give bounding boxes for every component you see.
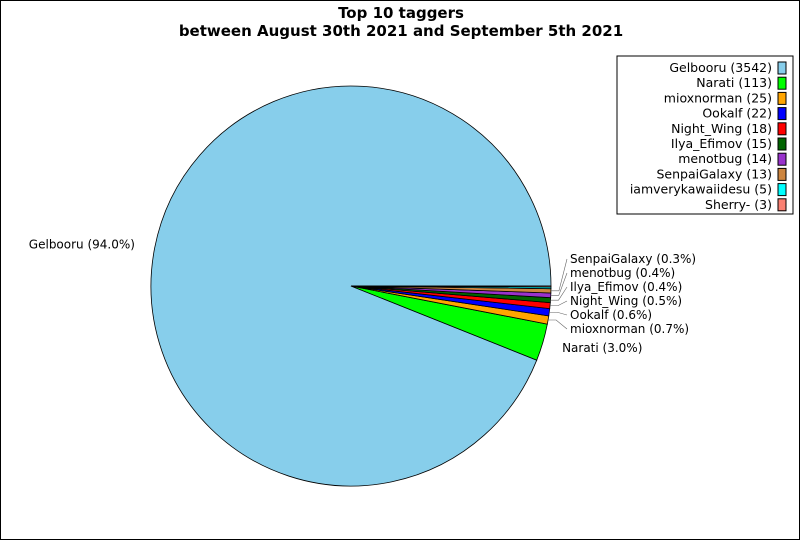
label-leader-line — [549, 311, 568, 316]
slice-label: Narati (3.0%) — [562, 341, 642, 355]
legend-box — [616, 55, 794, 215]
legend-swatch — [777, 152, 787, 166]
legend-swatch — [777, 122, 787, 136]
legend-swatch — [777, 137, 787, 151]
legend-label: Sherry- (3) — [705, 197, 772, 212]
chart-title: Top 10 taggers — [338, 4, 464, 22]
label-leader-line — [550, 286, 568, 301]
legend-swatch — [777, 107, 787, 121]
slice-label: menotbug (0.4%) — [570, 266, 675, 280]
slice-label: mioxnorman (0.7%) — [570, 322, 689, 336]
pie-slice-Sherry- — [350, 285, 552, 288]
legend-label: Gelbooru (3542) — [669, 60, 772, 75]
slice-label: Ilya_Efimov (0.4%) — [570, 280, 682, 294]
legend: Gelbooru (3542)Narati (113)mioxnorman (2… — [616, 55, 794, 215]
legend-label: Night_Wing (18) — [671, 121, 772, 136]
legend-swatch — [777, 167, 787, 181]
legend-swatch — [777, 91, 787, 105]
legend-label: Narati (113) — [696, 75, 772, 90]
legend-label: Ilya_Efimov (15) — [671, 136, 772, 151]
legend-swatch — [777, 198, 787, 212]
legend-label: Ookalf (22) — [702, 106, 772, 121]
legend-swatch — [777, 76, 787, 90]
label-leader-line — [550, 300, 568, 306]
legend-label: mioxnorman (25) — [664, 90, 772, 105]
slice-label: Night_Wing (0.5%) — [570, 294, 682, 308]
legend-swatch — [777, 183, 787, 197]
legend-swatch — [777, 61, 787, 75]
slice-label: Ookalf (0.6%) — [570, 308, 652, 322]
slice-label: SenpaiGalaxy (0.3%) — [570, 252, 696, 266]
legend-label: menotbug (14) — [678, 151, 772, 166]
legend-label: SenpaiGalaxy (13) — [656, 166, 772, 181]
chart-subtitle: between August 30th 2021 and September 5… — [179, 22, 623, 40]
legend-label: iamverykawaiidesu (5) — [630, 182, 772, 197]
label-leader-line — [550, 272, 568, 296]
label-leader-line — [550, 258, 568, 292]
label-leader-line — [548, 319, 568, 330]
slice-label: Gelbooru (94.0%) — [29, 237, 135, 251]
